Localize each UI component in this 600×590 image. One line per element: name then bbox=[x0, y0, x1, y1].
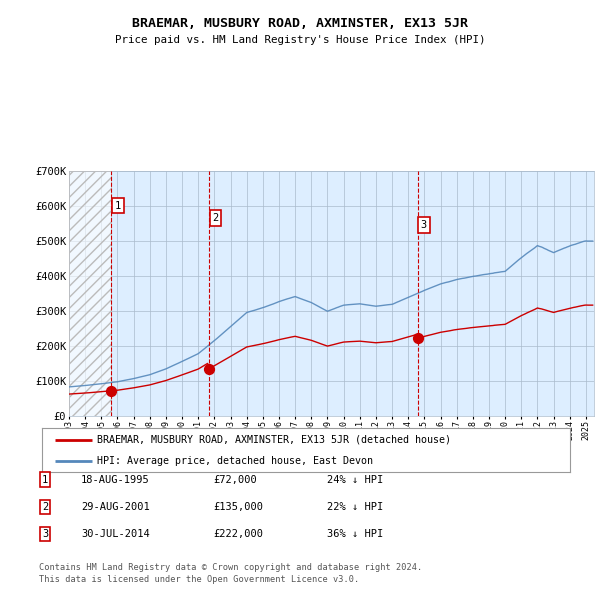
Text: 30-JUL-2014: 30-JUL-2014 bbox=[81, 529, 150, 539]
Text: 22% ↓ HPI: 22% ↓ HPI bbox=[327, 502, 383, 512]
Point bbox=[107, 386, 116, 395]
Bar bbox=[69, 171, 112, 416]
Text: HPI: Average price, detached house, East Devon: HPI: Average price, detached house, East… bbox=[97, 456, 373, 466]
Text: 3: 3 bbox=[421, 220, 427, 230]
Text: £72,000: £72,000 bbox=[213, 475, 257, 484]
Text: 1: 1 bbox=[115, 201, 121, 211]
Point bbox=[204, 364, 214, 373]
Text: This data is licensed under the Open Government Licence v3.0.: This data is licensed under the Open Gov… bbox=[39, 575, 359, 584]
Text: £135,000: £135,000 bbox=[213, 502, 263, 512]
Text: BRAEMAR, MUSBURY ROAD, AXMINSTER, EX13 5JR (detached house): BRAEMAR, MUSBURY ROAD, AXMINSTER, EX13 5… bbox=[97, 435, 451, 445]
Text: 36% ↓ HPI: 36% ↓ HPI bbox=[327, 529, 383, 539]
Text: BRAEMAR, MUSBURY ROAD, AXMINSTER, EX13 5JR: BRAEMAR, MUSBURY ROAD, AXMINSTER, EX13 5… bbox=[132, 17, 468, 30]
Text: Contains HM Land Registry data © Crown copyright and database right 2024.: Contains HM Land Registry data © Crown c… bbox=[39, 563, 422, 572]
Text: £222,000: £222,000 bbox=[213, 529, 263, 539]
Bar bbox=[69, 171, 112, 416]
Text: 24% ↓ HPI: 24% ↓ HPI bbox=[327, 475, 383, 484]
Text: 2: 2 bbox=[42, 502, 48, 512]
Text: 1: 1 bbox=[42, 475, 48, 484]
Text: 18-AUG-1995: 18-AUG-1995 bbox=[81, 475, 150, 484]
Text: 2: 2 bbox=[212, 213, 218, 223]
Text: 29-AUG-2001: 29-AUG-2001 bbox=[81, 502, 150, 512]
Text: Price paid vs. HM Land Registry's House Price Index (HPI): Price paid vs. HM Land Registry's House … bbox=[115, 35, 485, 45]
Point bbox=[413, 333, 422, 343]
Text: 3: 3 bbox=[42, 529, 48, 539]
